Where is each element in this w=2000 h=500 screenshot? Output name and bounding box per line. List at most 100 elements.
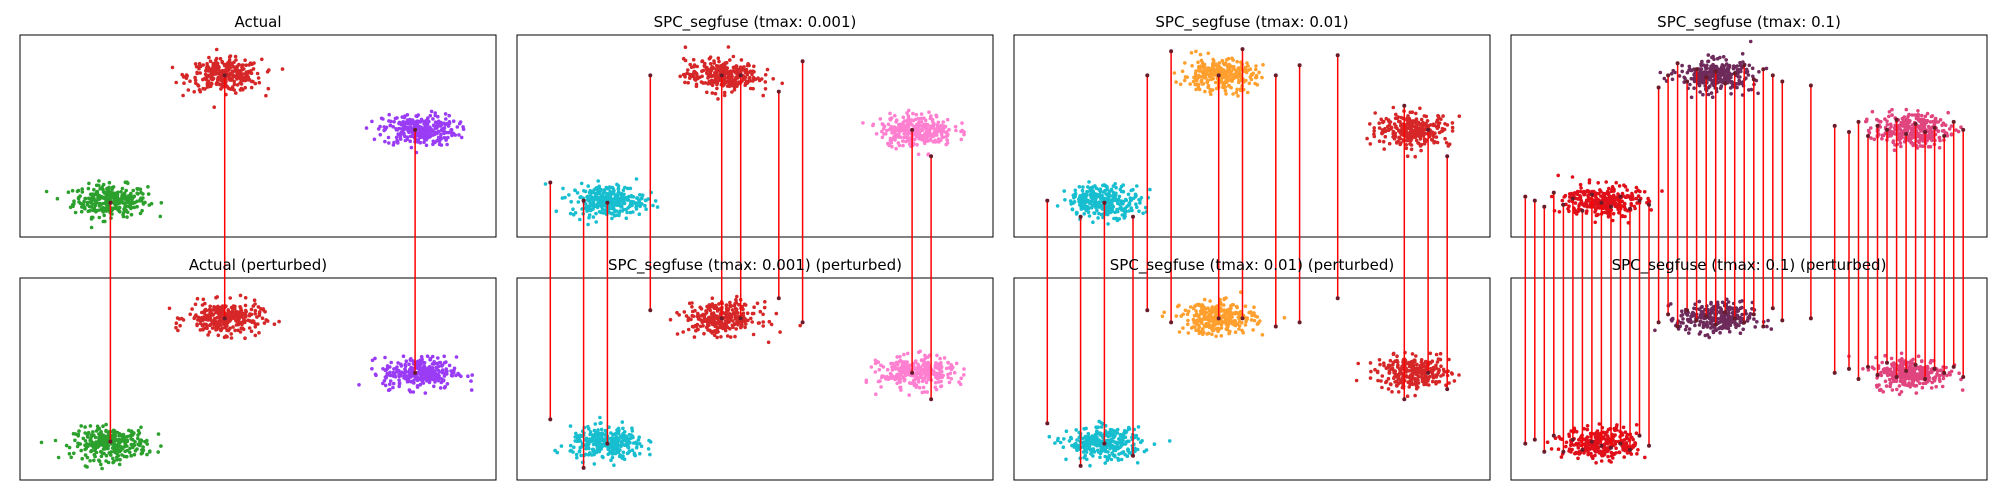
scatter-point	[1103, 183, 1107, 188]
scatter-point	[695, 64, 699, 69]
scatter-point	[237, 320, 241, 325]
scatter-point	[101, 433, 106, 438]
scatter-point	[574, 452, 579, 457]
scatter-point	[89, 449, 93, 454]
scatter-point	[436, 119, 441, 124]
scatter-point	[745, 311, 750, 316]
scatter-point	[595, 447, 600, 452]
scatter-point	[426, 128, 431, 133]
scatter-point	[145, 452, 149, 457]
scatter-point	[1206, 51, 1211, 56]
scatter-point	[1194, 49, 1198, 54]
scatter-point	[95, 208, 100, 213]
scatter-point	[692, 335, 697, 339]
scatter-point	[725, 325, 730, 329]
scatter-point	[1261, 63, 1265, 67]
scatter-point	[1082, 427, 1086, 431]
scatter-point	[1248, 75, 1253, 79]
scatter-point	[871, 123, 875, 128]
scatter-point	[417, 124, 421, 129]
scatter-point	[414, 114, 418, 118]
scatter-point	[880, 374, 884, 378]
scatter-point	[212, 105, 216, 109]
scatter-point	[1115, 218, 1120, 223]
scatter-point	[1414, 138, 1419, 143]
scatter-point	[1118, 187, 1123, 192]
scatter-point	[87, 181, 91, 186]
scatter-point	[733, 322, 737, 327]
scatter-point	[1211, 57, 1215, 62]
scatter-point	[922, 116, 926, 120]
scatter-point	[623, 434, 627, 438]
scatter-point	[928, 132, 932, 136]
scatter-point	[700, 320, 705, 325]
scatter-point	[119, 448, 123, 453]
scatter-point	[690, 313, 694, 318]
scatter-point	[730, 308, 735, 312]
scatter-point	[734, 76, 739, 80]
scatter-point	[131, 188, 135, 193]
scatter-point	[437, 360, 442, 365]
scatter-point	[899, 367, 903, 372]
scatter-point	[609, 458, 613, 463]
scatter-point	[205, 83, 210, 87]
scatter-point	[238, 293, 243, 298]
scatter-point	[107, 180, 112, 185]
scatter-point	[175, 316, 180, 320]
scatter-point	[1091, 454, 1095, 458]
scatter-point	[594, 186, 599, 190]
scatter-point	[611, 186, 615, 191]
scatter-point	[918, 349, 922, 354]
scatter-point	[591, 190, 596, 195]
scatter-point	[1116, 446, 1120, 451]
scatter-point	[135, 447, 139, 451]
scatter-point	[1230, 56, 1234, 61]
scatter-point	[920, 368, 924, 372]
scatter-point	[568, 443, 573, 448]
scatter-point	[710, 312, 715, 317]
scatter-point	[1368, 122, 1372, 126]
scatter-point	[446, 124, 451, 128]
scatter-point	[576, 439, 581, 443]
scatter-point	[1418, 123, 1423, 127]
scatter-point	[1067, 439, 1072, 443]
scatter-point	[613, 196, 617, 200]
scatter-point	[752, 305, 756, 310]
scatter-point	[927, 376, 931, 380]
scatter-point	[925, 139, 930, 143]
scatter-point	[429, 134, 433, 138]
scatter-point	[915, 143, 919, 147]
scatter-point	[409, 357, 413, 361]
scatter-point	[444, 369, 449, 373]
scatter-point	[94, 450, 99, 455]
scatter-point	[116, 453, 121, 458]
scatter-point	[1234, 90, 1239, 95]
scatter-point	[936, 366, 941, 370]
scatter-point	[435, 372, 440, 377]
scatter-point	[925, 390, 929, 394]
scatter-point	[936, 137, 941, 141]
scatter-point	[96, 444, 101, 449]
scatter-point	[1404, 146, 1409, 151]
scatter-point	[219, 79, 224, 83]
scatter-point	[1409, 119, 1414, 123]
scatter-point	[1183, 61, 1187, 65]
scatter-point	[648, 452, 652, 457]
scatter-point	[193, 315, 197, 319]
scatter-point	[763, 80, 768, 84]
scatter-point	[120, 194, 124, 199]
scatter-point	[264, 318, 269, 322]
scatter-point	[615, 182, 619, 187]
scatter-point	[1103, 461, 1107, 465]
scatter-point	[249, 307, 254, 312]
scatter-point	[1189, 51, 1194, 55]
scatter-point	[959, 137, 964, 142]
scatter-point	[916, 362, 920, 367]
scatter-point	[924, 380, 929, 385]
scatter-point	[1419, 117, 1424, 122]
scatter-point	[105, 187, 109, 191]
scatter-point	[1413, 128, 1418, 133]
scatter-point	[44, 189, 49, 194]
scatter-point	[584, 446, 588, 451]
scatter-point	[90, 202, 95, 206]
